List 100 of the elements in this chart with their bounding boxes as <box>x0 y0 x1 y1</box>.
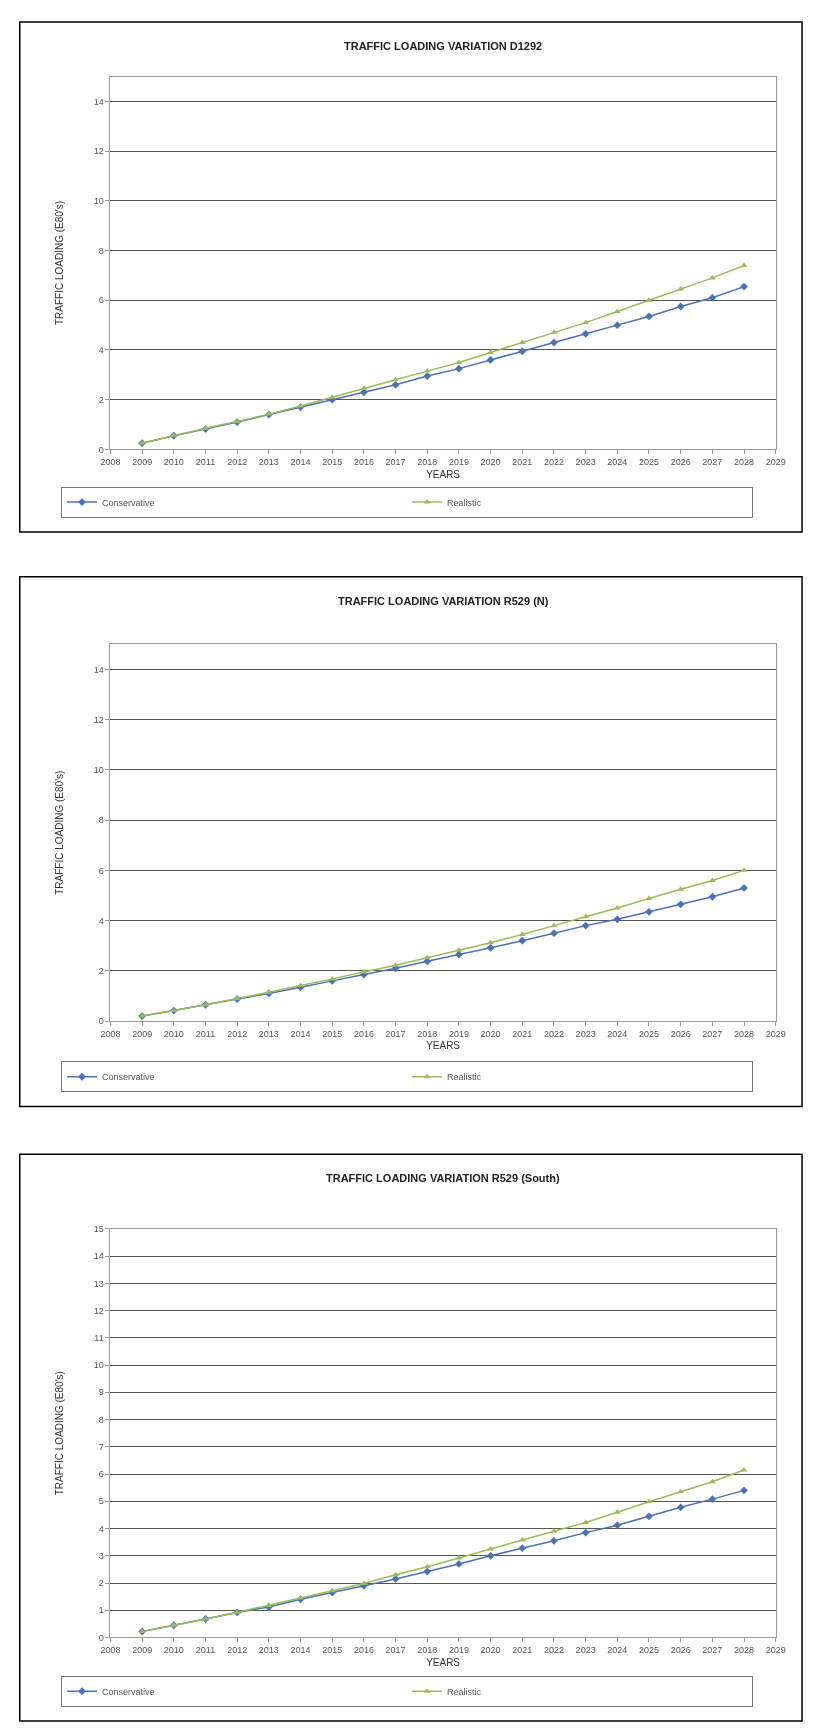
x-tick-label: 2025 <box>638 1645 660 1656</box>
x-tick-label: 2015 <box>322 457 343 468</box>
x-tick-label: 2011 <box>195 457 216 468</box>
x-tick-label: 2012 <box>227 1645 248 1656</box>
x-tick-label: 2014 <box>290 1645 311 1656</box>
y-tick-label: 6 <box>98 295 104 306</box>
y-tick-label: 12 <box>93 1305 104 1316</box>
y-tick-label: 12 <box>93 146 104 157</box>
x-tick-label: 2008 <box>100 457 121 468</box>
x-tick-label: 2009 <box>132 457 153 468</box>
y-tick-label: 0 <box>98 1016 104 1027</box>
x-tick-label: 2021 <box>512 1028 533 1039</box>
chart-title: TRAFFIC LOADING VARIATION D1292 <box>344 40 543 52</box>
x-tick-label: 2013 <box>258 1645 279 1656</box>
x-tick-label: 2020 <box>480 1028 501 1039</box>
x-tick-label: 2024 <box>607 1645 628 1656</box>
x-tick-label: 2028 <box>734 1645 755 1656</box>
x-tick-label: 2017 <box>385 1645 406 1656</box>
y-tick-label: 6 <box>98 1469 104 1480</box>
y-tick-label: 4 <box>98 915 104 926</box>
x-tick-label: 2026 <box>670 457 691 468</box>
x-tick-label: 2023 <box>575 457 596 468</box>
x-tick-label: 2016 <box>353 1028 374 1039</box>
y-tick-label: 1 <box>98 1605 104 1616</box>
x-tick-label: 2011 <box>195 1645 216 1656</box>
y-tick-label: 10 <box>93 765 104 776</box>
x-tick-label: 2020 <box>480 457 501 468</box>
x-tick-label: 2015 <box>322 1028 343 1039</box>
x-tick-label: 2012 <box>227 457 248 468</box>
y-tick-label: 14 <box>93 96 104 107</box>
x-tick-label: 2018 <box>417 1645 438 1656</box>
y-tick-label: 13 <box>93 1278 104 1289</box>
x-tick-label: 2013 <box>258 1028 279 1039</box>
y-tick-label: 2 <box>98 1578 104 1589</box>
y-tick-label: 4 <box>98 1523 104 1534</box>
y-tick-label: 5 <box>98 1496 104 1507</box>
y-tick-label: 0 <box>98 444 104 455</box>
x-tick-label: 2017 <box>385 457 406 468</box>
y-tick-label: 11 <box>94 1333 104 1343</box>
x-tick-label: 2022 <box>543 457 564 468</box>
x-tick-label: 2008 <box>100 1645 121 1656</box>
x-tick-label: 2009 <box>132 1645 153 1656</box>
x-tick-label: 2024 <box>607 457 628 468</box>
x-tick-label: 2021 <box>512 457 533 468</box>
y-tick-label: 8 <box>98 245 104 256</box>
y-tick-label: 9 <box>98 1387 104 1398</box>
x-tick-label: 2013 <box>258 457 279 468</box>
x-tick-label: 2010 <box>163 1028 184 1039</box>
x-tick-label: 2027 <box>702 1028 723 1039</box>
chart-title: TRAFFIC LOADING VARIATION R529 (South) <box>326 1172 560 1184</box>
x-tick-label: 2027 <box>702 457 723 468</box>
x-tick-label: 2026 <box>670 1645 691 1656</box>
x-tick-label: 2023 <box>575 1645 596 1656</box>
legend-label: Conservative <box>102 1686 155 1697</box>
x-tick-label: 2024 <box>607 1028 628 1039</box>
legend-label: Realistic <box>447 1686 482 1697</box>
x-tick-label: 2029 <box>765 457 786 468</box>
y-tick-label: 2 <box>98 966 104 976</box>
y-axis-title: TRAFFIC LOADING (E80's) <box>53 1371 65 1496</box>
y-tick-label: 8 <box>98 815 104 826</box>
y-tick-label: 7 <box>98 1441 104 1452</box>
y-tick-label: 8 <box>98 1414 104 1425</box>
legend-label: Conservative <box>102 497 155 508</box>
x-tick-label: 2025 <box>638 457 660 468</box>
y-axis-title: TRAFFIC LOADING (E80's) <box>53 770 65 895</box>
x-tick-label: 2019 <box>448 1645 469 1656</box>
x-tick-label: 2018 <box>417 457 438 468</box>
y-tick-label: 10 <box>93 196 104 207</box>
x-tick-label: 2008 <box>100 1028 121 1039</box>
x-tick-label: 2021 <box>512 1645 533 1656</box>
y-tick-label: 6 <box>98 865 104 876</box>
legend-label: Conservative <box>102 1072 155 1083</box>
x-tick-label: 2017 <box>385 1028 406 1039</box>
x-tick-label: 2029 <box>765 1645 786 1656</box>
y-tick-label: 14 <box>93 664 104 675</box>
legend-label: Realistic <box>447 1072 482 1083</box>
x-tick-label: 2019 <box>448 1028 469 1039</box>
x-tick-label: 2025 <box>638 1028 660 1039</box>
x-tick-label: 2022 <box>543 1028 564 1039</box>
x-tick-label: 2026 <box>670 1028 691 1039</box>
x-tick-label: 2027 <box>702 1645 723 1656</box>
chart-title: TRAFFIC LOADING VARIATION R529 (N) <box>338 595 549 607</box>
y-tick-label: 0 <box>98 1632 104 1643</box>
x-tick-label: 2009 <box>132 1028 153 1039</box>
x-tick-label: 2010 <box>163 1645 184 1656</box>
x-tick-label: 2022 <box>543 1645 564 1656</box>
y-tick-label: 3 <box>98 1550 104 1561</box>
x-tick-label: 2012 <box>227 1028 248 1039</box>
x-tick-label: 2016 <box>353 1645 374 1656</box>
legend-label: Realistic <box>447 497 482 508</box>
x-tick-label: 2010 <box>163 457 184 468</box>
x-tick-label: 2020 <box>480 1645 501 1656</box>
x-tick-label: 2015 <box>322 1645 343 1656</box>
x-axis-title: YEARS <box>426 1656 461 1668</box>
x-tick-label: 2019 <box>448 457 469 468</box>
x-tick-label: 2028 <box>734 1028 755 1039</box>
y-axis-title: TRAFFIC LOADING (E80's) <box>53 200 65 326</box>
x-tick-label: 2023 <box>575 1028 596 1039</box>
y-tick-label: 4 <box>98 345 104 356</box>
x-tick-label: 2016 <box>353 457 374 468</box>
